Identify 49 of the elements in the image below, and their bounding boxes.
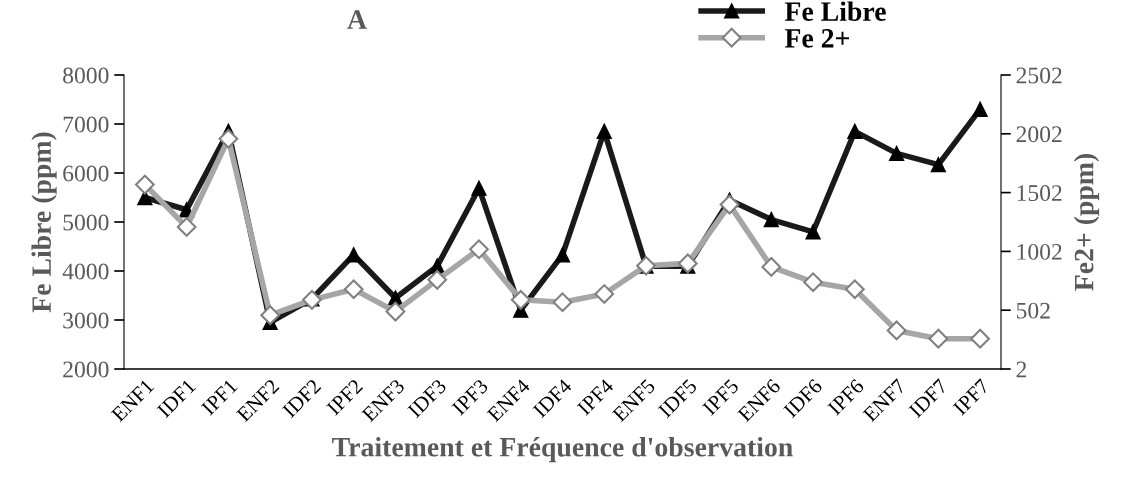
y2-tick-label: 502 bbox=[1016, 302, 1050, 319]
point bbox=[847, 123, 863, 139]
x-axis-title: Traitement et Fréquence d'observation bbox=[332, 437, 793, 463]
point bbox=[554, 247, 571, 263]
y2-tick-label: 1002 bbox=[1017, 243, 1062, 260]
y2-tick-label: 2002 bbox=[1016, 126, 1062, 143]
point bbox=[677, 253, 698, 274]
point bbox=[761, 257, 782, 277]
x-tick-label: IPF1 bbox=[200, 378, 238, 416]
y-tick-label: 4000 bbox=[62, 263, 109, 280]
legend-label: Fe 2+ bbox=[784, 29, 849, 48]
point bbox=[260, 305, 281, 326]
y-tick-label: 7000 bbox=[63, 116, 109, 133]
point bbox=[805, 224, 821, 240]
y-tick-label: 6000 bbox=[63, 165, 109, 182]
point bbox=[844, 279, 865, 300]
point bbox=[763, 211, 779, 228]
point bbox=[176, 217, 197, 237]
point bbox=[596, 123, 612, 139]
point bbox=[469, 239, 489, 260]
point bbox=[343, 279, 364, 300]
point bbox=[888, 145, 905, 162]
y-tick-label: 8000 bbox=[63, 67, 109, 84]
y-tick-label: 2000 bbox=[63, 361, 109, 378]
y2-tick-label: 2502 bbox=[1016, 67, 1062, 84]
point bbox=[930, 157, 946, 173]
point bbox=[135, 174, 155, 195]
y2-tick-label: 2 bbox=[1016, 361, 1027, 378]
point bbox=[346, 247, 362, 263]
point bbox=[594, 284, 615, 304]
point bbox=[471, 180, 487, 196]
point bbox=[970, 328, 990, 349]
y2-axis-title: Fe2+ (ppm) bbox=[1073, 153, 1100, 291]
point bbox=[886, 320, 907, 341]
chart-title: A bbox=[347, 10, 367, 29]
point bbox=[972, 101, 988, 117]
legend-label: Fe Libre bbox=[784, 1, 886, 21]
y-axis-title: Fe Libre (ppm) bbox=[31, 132, 57, 313]
point bbox=[552, 292, 573, 313]
point bbox=[510, 289, 531, 310]
point bbox=[218, 128, 239, 149]
point bbox=[427, 269, 448, 290]
point bbox=[385, 301, 406, 322]
point bbox=[928, 328, 949, 349]
point bbox=[803, 272, 823, 293]
y2-tick-label: 1502 bbox=[1017, 185, 1062, 202]
y-tick-label: 5000 bbox=[63, 214, 109, 231]
y-tick-label: 3000 bbox=[63, 312, 109, 329]
point bbox=[719, 194, 740, 215]
